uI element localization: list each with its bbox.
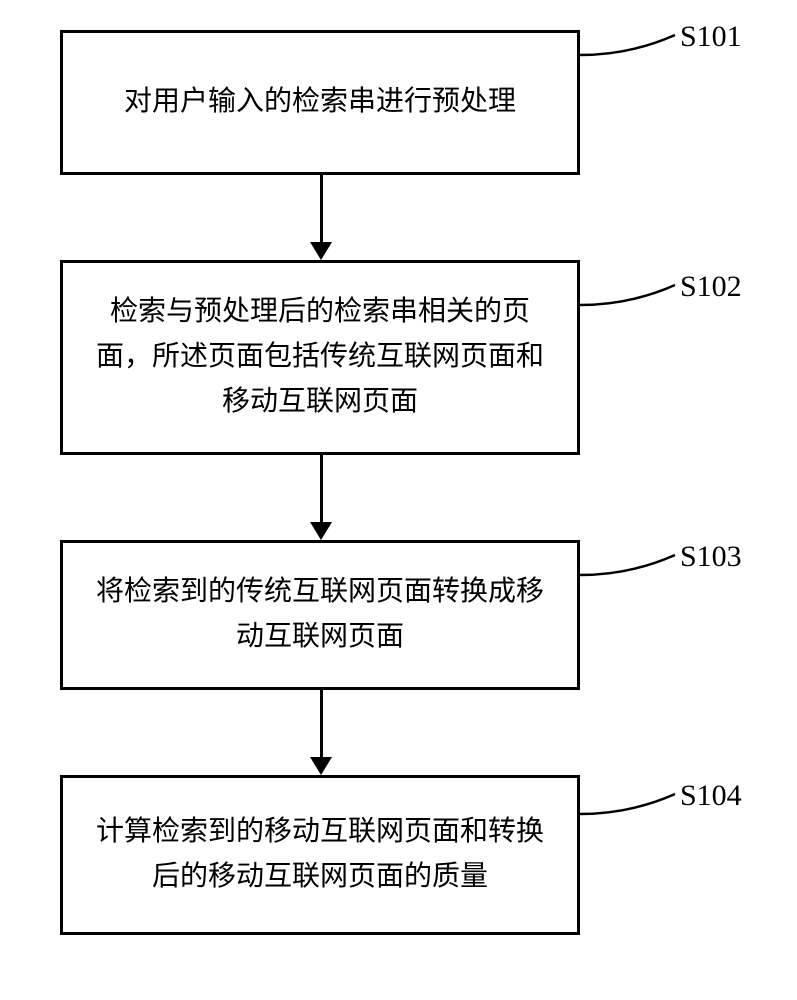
flowchart-container: 对用户输入的检索串进行预处理 S101 检索与预处理后的检索串相关的页面，所述页…: [0, 0, 797, 1000]
step-id-3: S103: [680, 540, 742, 573]
step-id-4: S104: [680, 779, 742, 812]
step-id-2: S102: [680, 270, 742, 303]
step-label-4: S104: [680, 779, 742, 813]
step-box-4: 计算检索到的移动互联网页面和转换后的移动互联网页面的质量: [60, 775, 580, 935]
connector-curve-4: [580, 789, 680, 829]
step-box-3: 将检索到的传统互联网页面转换成移动互联网页面: [60, 540, 580, 690]
step-text-3: 将检索到的传统互联网页面转换成移动互联网页面: [93, 570, 547, 660]
arrow-line-2: [320, 455, 323, 522]
step-label-3: S103: [680, 540, 742, 574]
connector-curve-2: [580, 280, 680, 320]
connector-curve-1: [580, 30, 680, 70]
step-box-1: 对用户输入的检索串进行预处理: [60, 30, 580, 175]
step-id-1: S101: [680, 20, 742, 53]
step-text-1: 对用户输入的检索串进行预处理: [124, 80, 516, 125]
step-label-2: S102: [680, 270, 742, 304]
arrow-line-3: [320, 690, 323, 757]
step-label-1: S101: [680, 20, 742, 54]
arrow-head-icon: [310, 757, 332, 775]
arrow-3: [310, 690, 332, 775]
step-box-2: 检索与预处理后的检索串相关的页面，所述页面包括传统互联网页面和移动互联网页面: [60, 260, 580, 455]
arrow-2: [310, 455, 332, 540]
step-text-2: 检索与预处理后的检索串相关的页面，所述页面包括传统互联网页面和移动互联网页面: [93, 290, 547, 424]
arrow-head-icon: [310, 242, 332, 260]
connector-curve-3: [580, 550, 680, 590]
arrow-head-icon: [310, 522, 332, 540]
arrow-1: [310, 175, 332, 260]
arrow-line-1: [320, 175, 323, 242]
step-text-4: 计算检索到的移动互联网页面和转换后的移动互联网页面的质量: [93, 810, 547, 900]
